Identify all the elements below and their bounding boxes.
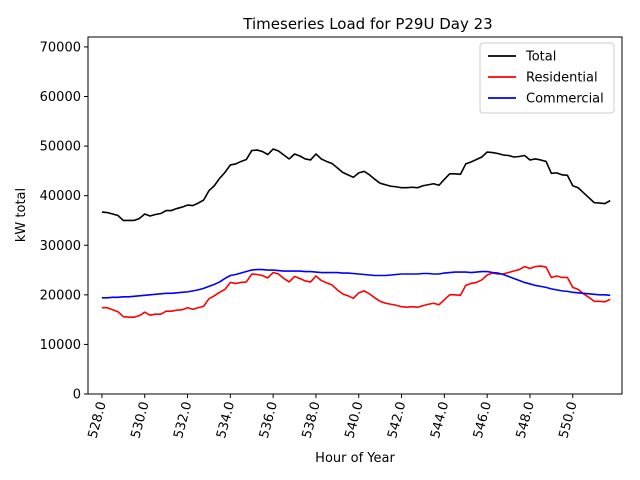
- series-line-commercial: [101, 268, 611, 299]
- x-tick-label: 542.0: [385, 400, 409, 440]
- y-tick-label: 20000: [40, 288, 81, 303]
- y-tick-label: 30000: [40, 239, 81, 254]
- y-axis: 0 10000 20000 30000 40000 50000 60000 70000: [40, 40, 88, 403]
- plot-frame: [87, 36, 623, 395]
- y-tick-label: 50000: [40, 140, 81, 155]
- legend-label-commercial: Commercial: [526, 92, 604, 107]
- x-tick-label: 534.0: [214, 400, 238, 440]
- y-tick-label: 70000: [40, 40, 81, 55]
- legend-label-total: Total: [525, 50, 556, 65]
- series-line-total: [101, 148, 611, 222]
- y-tick-label: 0: [73, 388, 81, 403]
- x-tick-label: 548.0: [514, 400, 538, 440]
- x-tick-label: 540.0: [342, 400, 366, 440]
- x-tick-label: 538.0: [300, 400, 324, 440]
- x-tick-label: 550.0: [557, 400, 581, 440]
- legend-label-residential: Residential: [526, 71, 598, 86]
- x-axis-label: Hour of Year: [315, 451, 395, 466]
- series-line-residential: [101, 265, 611, 318]
- x-tick-label: 530.0: [128, 400, 152, 440]
- series-layer: [101, 148, 611, 318]
- legend: Total Residential Commercial: [479, 42, 615, 114]
- legend-frame: [479, 42, 615, 114]
- x-tick-label: 544.0: [428, 400, 452, 440]
- y-tick-label: 40000: [40, 189, 81, 204]
- chart-title: Timeseries Load for P29U Day 23: [242, 15, 492, 33]
- y-tick-label: 60000: [40, 90, 81, 105]
- x-tick-label: 546.0: [471, 400, 495, 440]
- y-tick-label: 10000: [40, 338, 81, 353]
- x-tick-label: 536.0: [257, 400, 281, 440]
- x-tick-label: 528.0: [86, 400, 110, 440]
- x-axis: 528.0 530.0 532.0 534.0 536.0 538.0 540.0 542.0…: [86, 394, 581, 440]
- y-axis-label: kW total: [14, 188, 29, 242]
- x-tick-label: 532.0: [171, 400, 195, 440]
